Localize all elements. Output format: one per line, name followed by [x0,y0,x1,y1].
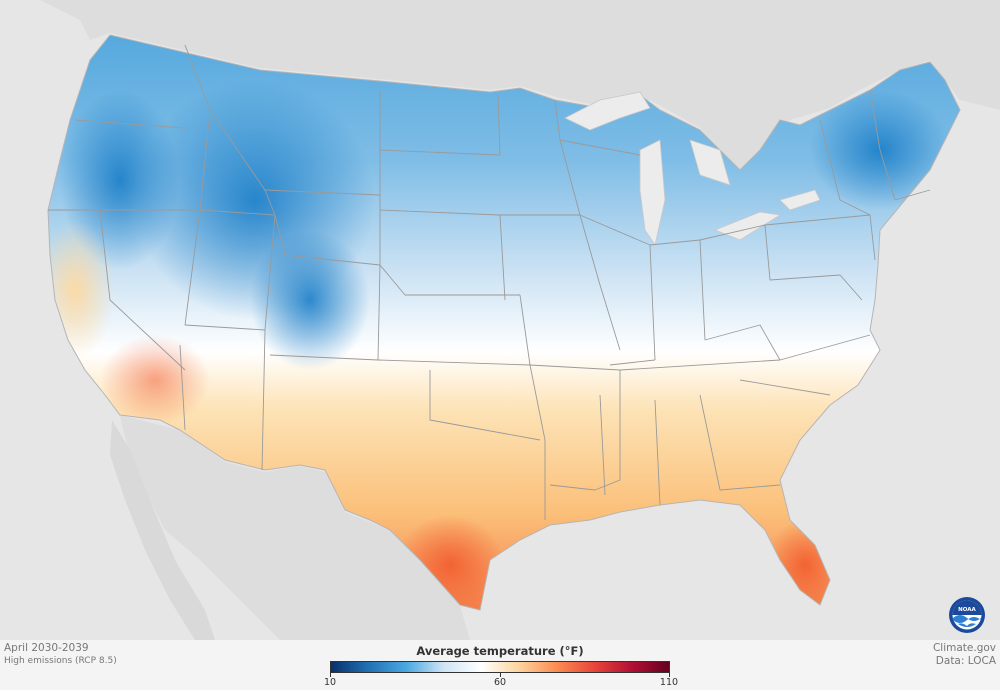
site-credit: Climate.gov [932,642,996,654]
state-borders [48,44,931,520]
mexico-landmass [120,415,470,640]
us-coastline [47,34,961,611]
period-label: April 2030-2039 [4,642,89,654]
map-caption: April 2030-2039 High emissions (RCP 8.5) [4,642,117,668]
baja-peninsula [110,420,215,640]
credits: Climate.gov Data: LOCA [933,642,996,668]
legend-tick-label-min: 10 [323,677,337,688]
scenario-label: High emissions (RCP 8.5) [4,656,117,666]
legend-title: Average temperature (°F) [416,644,584,658]
legend-tick-label-mid: 60 [493,677,507,688]
canada-landmass [0,0,1000,170]
map-area: NOAA [0,0,1000,640]
noaa-logo-icon: NOAA [949,597,985,633]
legend-tick-min [330,673,331,677]
temperature-color-scale [330,661,670,673]
svg-text:NOAA: NOAA [958,607,976,613]
data-source-credit: Data: LOCA [935,655,996,667]
legend-tick-label-max: 110 [659,677,679,688]
temperature-map: NOAA [0,0,1000,640]
legend-tick-max [669,673,670,677]
legend-tick-mid [500,673,501,677]
